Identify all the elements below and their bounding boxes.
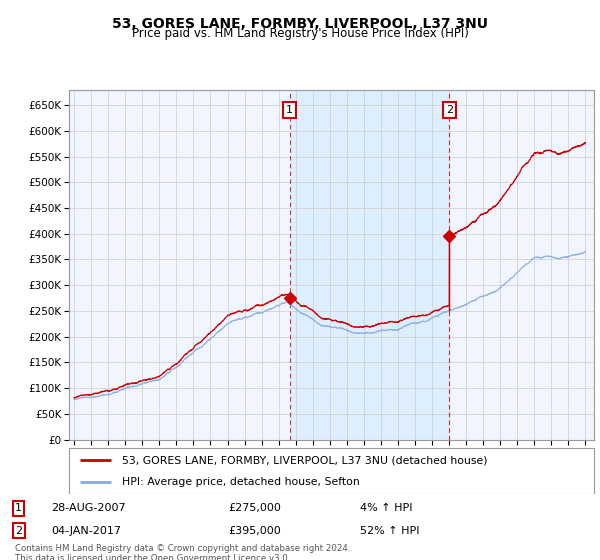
Bar	[290, 90, 449, 440]
Text: 4% ↑ HPI: 4% ↑ HPI	[360, 503, 413, 514]
Text: 04-JAN-2017: 04-JAN-2017	[51, 526, 121, 536]
Text: 52% ↑ HPI: 52% ↑ HPI	[360, 526, 419, 536]
Text: £395,000: £395,000	[228, 526, 281, 536]
Text: 1: 1	[286, 105, 293, 115]
Text: HPI: Average price, detached house, Sefton: HPI: Average price, detached house, Seft…	[121, 477, 359, 487]
Text: 28-AUG-2007: 28-AUG-2007	[51, 503, 125, 514]
Text: 53, GORES LANE, FORMBY, LIVERPOOL, L37 3NU (detached house): 53, GORES LANE, FORMBY, LIVERPOOL, L37 3…	[121, 455, 487, 465]
Text: 2: 2	[15, 526, 22, 536]
Text: Price paid vs. HM Land Registry's House Price Index (HPI): Price paid vs. HM Land Registry's House …	[131, 27, 469, 40]
Text: 1: 1	[15, 503, 22, 514]
Text: Contains HM Land Registry data © Crown copyright and database right 2024.
This d: Contains HM Land Registry data © Crown c…	[15, 544, 350, 560]
Text: £275,000: £275,000	[228, 503, 281, 514]
Text: 53, GORES LANE, FORMBY, LIVERPOOL, L37 3NU: 53, GORES LANE, FORMBY, LIVERPOOL, L37 3…	[112, 17, 488, 31]
Text: 2: 2	[446, 105, 453, 115]
